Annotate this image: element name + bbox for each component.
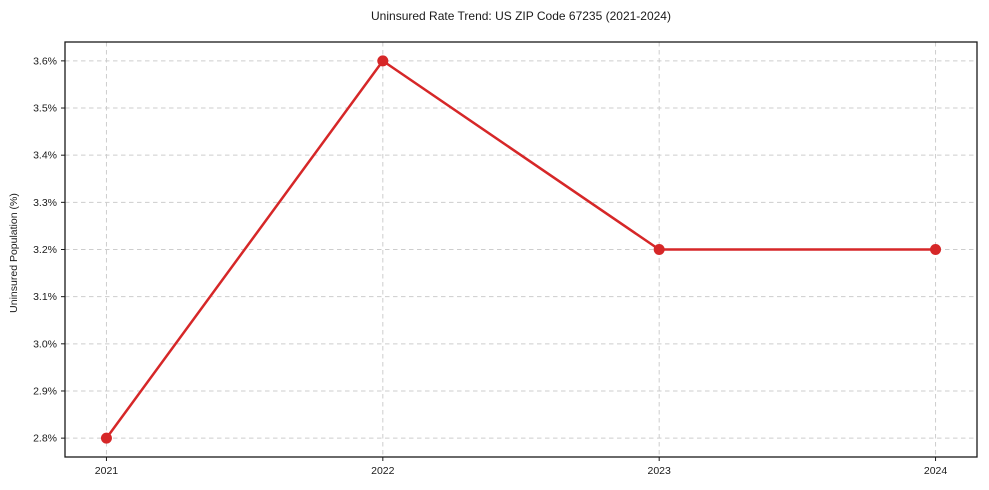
x-tick-label: 2024	[924, 465, 948, 477]
data-point	[930, 244, 942, 255]
y-tick-label: 3.1%	[33, 291, 57, 303]
y-tick-label: 3.4%	[33, 150, 57, 162]
y-tick-label: 3.2%	[33, 244, 57, 256]
chart-title: Uninsured Rate Trend: US ZIP Code 67235 …	[371, 9, 671, 23]
y-tick-label: 3.5%	[33, 103, 57, 115]
y-tick-label: 2.9%	[33, 385, 57, 397]
x-tick-label: 2023	[648, 465, 672, 477]
x-tick-label: 2021	[95, 465, 119, 477]
y-tick-label: 3.3%	[33, 197, 57, 209]
y-tick-label: 3.0%	[33, 338, 57, 350]
data-point	[653, 244, 665, 255]
y-tick-label: 2.8%	[33, 433, 57, 445]
data-point	[377, 55, 389, 67]
x-tick-label: 2022	[371, 465, 395, 477]
y-tick-label: 3.6%	[33, 55, 57, 67]
data-point	[100, 432, 112, 444]
trend-line	[105, 59, 937, 440]
